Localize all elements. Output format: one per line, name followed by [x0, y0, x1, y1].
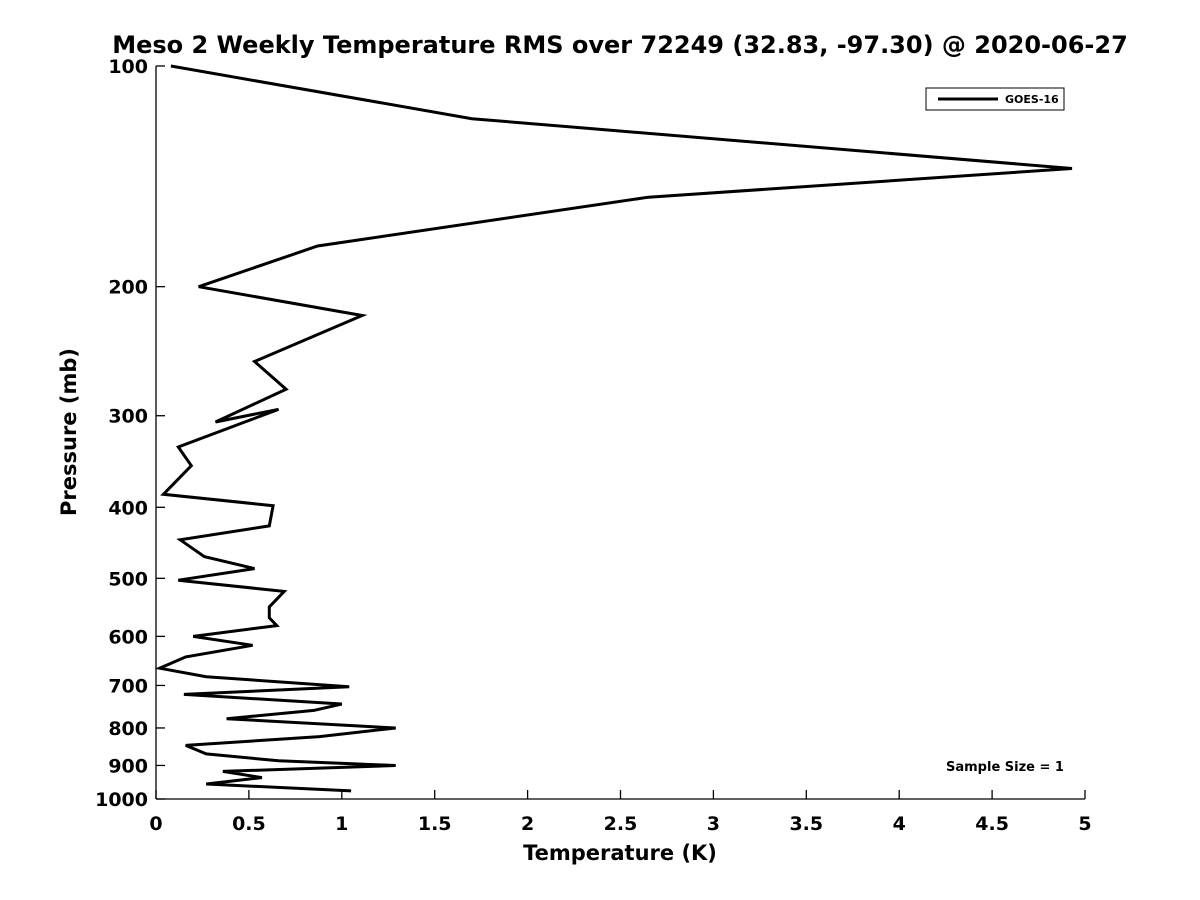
y-tick-label: 100: [108, 56, 148, 78]
x-tick-label: 4: [893, 813, 906, 835]
x-axis-ticks: 0 0.5 1 1.5 2 2.5 3 3.5 4 4.5 5: [149, 790, 1092, 835]
legend-entry-goes-16: GOES-16: [1005, 93, 1059, 106]
plot-area: 0 0.5 1 1.5 2 2.5 3 3.5 4 4.5 5 100 200 300 400 500 600…: [95, 56, 1092, 835]
y-tick-label: 200: [108, 277, 148, 299]
x-tick-label: 4.5: [975, 813, 1009, 835]
x-tick-label: 1.5: [418, 813, 452, 835]
y-tick-label: 700: [108, 675, 148, 697]
x-tick-label: 2: [521, 813, 534, 835]
x-tick-label: 2.5: [604, 813, 638, 835]
series-line-goes-16: [154, 64, 1073, 793]
chart-title: Meso 2 Weekly Temperature RMS over 72249…: [112, 31, 1128, 59]
x-tick-label: 0: [149, 813, 162, 835]
y-tick-label: 1000: [95, 789, 148, 811]
y-tick-label: 900: [108, 755, 148, 777]
y-tick-label: 500: [108, 568, 148, 590]
x-tick-label: 0.5: [232, 813, 266, 835]
y-tick-label: 600: [108, 626, 148, 648]
y-axis-label: Pressure (mb): [57, 348, 81, 516]
legend: GOES-16: [925, 87, 1065, 111]
x-tick-label: 3.5: [789, 813, 823, 835]
x-axis-label: Temperature (K): [523, 841, 717, 865]
y-tick-label: 800: [108, 718, 148, 740]
sample-size-annotation: Sample Size = 1: [946, 760, 1064, 775]
x-tick-label: 1: [335, 813, 348, 835]
y-tick-label: 400: [108, 497, 148, 519]
y-tick-label: 300: [108, 406, 148, 428]
x-tick-label: 3: [707, 813, 720, 835]
y-axis-ticks: 100 200 300 400 500 600 700 800 900 1000: [95, 56, 165, 811]
x-tick-label: 5: [1078, 813, 1091, 835]
